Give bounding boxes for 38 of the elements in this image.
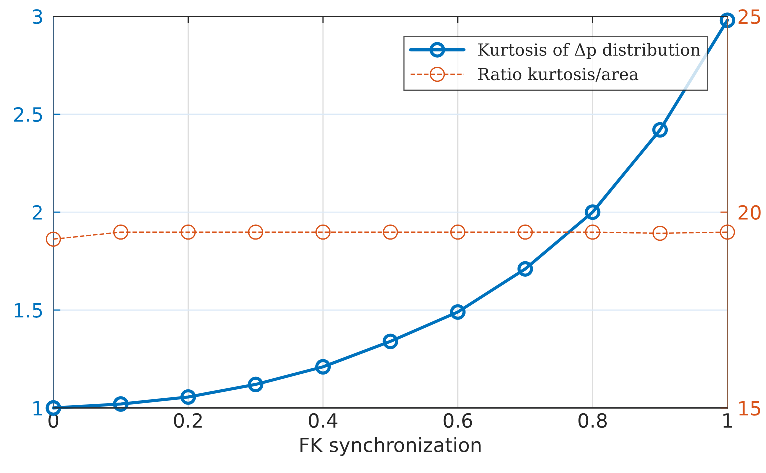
point xyxy=(450,304,466,320)
x-tick-label: 0.8 xyxy=(578,413,608,428)
y2-tick-label: 25 xyxy=(738,10,760,24)
y-tick-label: 1 xyxy=(34,401,42,416)
y-tick-label: 1.5 xyxy=(15,304,42,318)
point xyxy=(315,359,332,375)
y-tick-label: 2 xyxy=(32,205,42,220)
point xyxy=(518,261,534,277)
legend-label: Ratio kurtosis/area xyxy=(478,68,639,82)
point xyxy=(113,224,129,240)
point xyxy=(248,376,264,392)
point xyxy=(585,224,600,240)
point xyxy=(652,122,668,138)
y-tick-label: 2.5 xyxy=(14,107,42,122)
point xyxy=(316,224,331,240)
point xyxy=(652,226,668,242)
x-tick-label: 0.4 xyxy=(309,413,338,428)
y2-tick-label: 20 xyxy=(738,205,761,220)
point xyxy=(383,224,398,240)
point xyxy=(180,224,196,240)
x-axis-title: FK synchronization xyxy=(300,437,481,456)
point xyxy=(46,400,62,416)
point xyxy=(720,12,736,28)
point xyxy=(585,204,601,220)
point xyxy=(518,224,534,240)
point xyxy=(180,389,196,406)
point xyxy=(450,224,466,240)
x-tick-label: 1 xyxy=(724,414,732,428)
point xyxy=(382,334,398,350)
point xyxy=(113,396,129,412)
point xyxy=(720,224,736,240)
legend-label: Kurtosis of Δp distribution xyxy=(478,43,701,60)
point xyxy=(46,232,62,247)
point xyxy=(248,224,264,240)
y2-tick-label: 15 xyxy=(740,401,760,416)
y-tick-label: 3 xyxy=(33,10,42,24)
x-tick-label: 0.2 xyxy=(174,413,202,428)
x-tick-label: 0.6 xyxy=(444,413,472,428)
